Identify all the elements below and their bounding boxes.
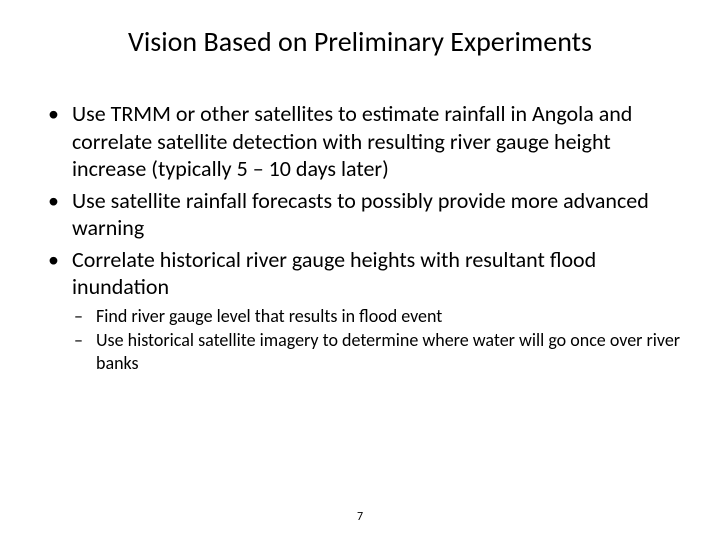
sub-bullet-item: Find river gauge level that results in f… bbox=[44, 305, 684, 328]
bullet-item: Correlate historical river gauge heights… bbox=[44, 246, 684, 301]
page-number: 7 bbox=[0, 510, 720, 524]
bullet-item: Use TRMM or other satellites to estimate… bbox=[44, 100, 684, 183]
slide-title: Vision Based on Preliminary Experiments bbox=[0, 24, 720, 59]
sub-bullet-item: Use historical satellite imagery to dete… bbox=[44, 329, 684, 374]
bullet-item: Use satellite rainfall forecasts to poss… bbox=[44, 187, 684, 242]
sub-bullet-list: Find river gauge level that results in f… bbox=[44, 305, 684, 375]
bullet-list: Use TRMM or other satellites to estimate… bbox=[44, 100, 684, 301]
slide-body: Use TRMM or other satellites to estimate… bbox=[44, 100, 684, 376]
slide: Vision Based on Preliminary Experiments … bbox=[0, 0, 720, 540]
